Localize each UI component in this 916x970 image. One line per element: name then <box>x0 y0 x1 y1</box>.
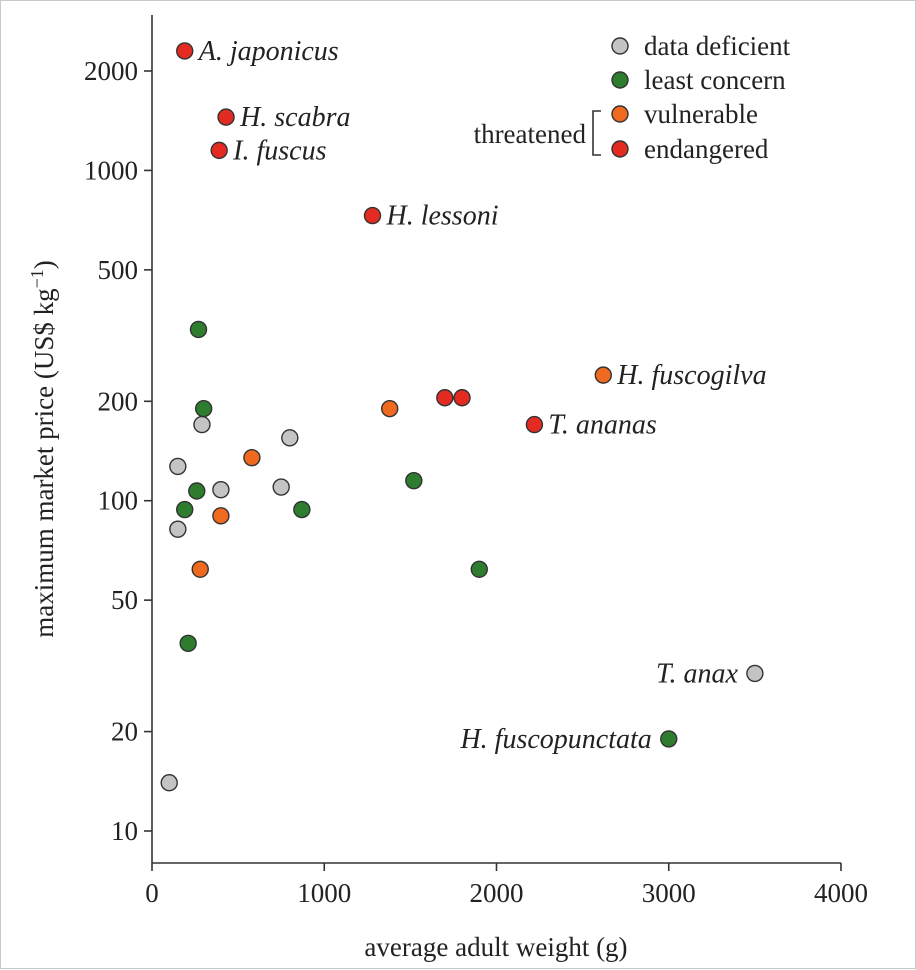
legend-marker-data-deficient <box>611 37 629 55</box>
data-point-least-concern-18 <box>179 634 197 653</box>
data-point-least-concern-h-fuscopunctata <box>660 730 678 748</box>
data-point-least-concern-20 <box>405 471 423 490</box>
annotation-h-fuscogilva: H. fuscogilva <box>616 360 766 391</box>
y-ticks: 10 20 50 100 200 500 1000 2000 <box>84 56 152 846</box>
data-point-least-concern-16 <box>188 482 206 500</box>
annotation-i-fuscus: I. fuscus <box>232 135 326 166</box>
data-point-data-deficient-22 <box>193 415 211 434</box>
data-point-least-concern-21 <box>470 560 488 578</box>
x-ticks: 0 1000 2000 3000 4000 <box>145 863 868 908</box>
legend-marker-least-concern <box>611 71 629 89</box>
data-points <box>160 42 764 792</box>
data-point-vulnerable-13 <box>191 560 209 578</box>
y-tick-label-500: 500 <box>98 255 139 285</box>
annotation-t-ananas: T. ananas <box>548 410 656 441</box>
y-tick-label-100: 100 <box>98 486 139 516</box>
y-axis-title-main: maximum market price (US$ kg <box>29 288 59 637</box>
x-tick-label-1000: 1000 <box>297 878 351 908</box>
data-point-vulnerable-h-fuscogilva <box>594 366 612 384</box>
data-point-data-deficient-23 <box>169 457 187 476</box>
y-tick-label-20: 20 <box>111 717 138 747</box>
legend-label-data-deficient: data deficient <box>644 31 791 61</box>
data-point-data-deficient-t-anax <box>746 664 764 683</box>
legend-label-least-concern: least concern <box>644 65 786 95</box>
data-point-data-deficient-27 <box>281 429 299 447</box>
annotation-h-fuscopunctata: H. fuscopunctata <box>459 724 651 755</box>
annotation-h-lessoni: H. lessoni <box>385 201 498 232</box>
data-point-data-deficient-25 <box>169 520 187 538</box>
data-point-data-deficient-24 <box>212 480 230 499</box>
annotation-h-scabra: H. scabra <box>239 102 350 133</box>
data-point-vulnerable-11 <box>243 448 261 467</box>
y-axis-title: maximum market price (US$ kg−1) <box>27 260 59 638</box>
annotation-t-anax: T. anax <box>656 658 738 689</box>
threatened-bracket <box>592 110 601 156</box>
data-point-least-concern-15 <box>194 399 213 418</box>
annotation-a-japonicus: A. japonicus <box>197 36 339 67</box>
x-tick-label-2000: 2000 <box>470 878 524 908</box>
y-tick-label-10: 10 <box>111 816 138 846</box>
x-tick-label-4000: 4000 <box>814 878 868 908</box>
x-axis-title: average adult weight (g) <box>364 932 627 962</box>
legend-marker-endangered <box>611 140 629 158</box>
data-point-endangered-h-scabra <box>217 108 235 126</box>
data-point-endangered-8 <box>436 389 454 407</box>
data-point-endangered-i-fuscus <box>210 141 228 160</box>
y-tick-label-50: 50 <box>111 585 138 615</box>
data-point-endangered-h-lessoni <box>363 206 382 225</box>
threatened-label: threatened <box>474 119 587 149</box>
x-tick-label-3000: 3000 <box>642 878 696 908</box>
legend-label-endangered: endangered <box>644 134 769 164</box>
y-tick-label-200: 200 <box>98 386 139 416</box>
y-tick-label-1000: 1000 <box>84 155 138 185</box>
data-point-endangered-9 <box>453 389 471 407</box>
y-tick-label-2000: 2000 <box>84 56 138 86</box>
data-point-endangered-a-japonicus <box>176 42 194 60</box>
legend: data deficient least concern vulnerable … <box>474 31 791 164</box>
x-tick-label-0: 0 <box>145 878 159 908</box>
data-point-endangered-t-ananas <box>525 415 544 434</box>
legend-label-vulnerable: vulnerable <box>644 99 758 129</box>
data-point-least-concern-17 <box>176 500 194 519</box>
data-point-least-concern-14 <box>189 320 208 339</box>
legend-marker-vulnerable <box>611 105 629 123</box>
data-point-data-deficient-28 <box>160 774 178 792</box>
data-point-least-concern-19 <box>293 500 311 519</box>
data-point-data-deficient-26 <box>272 478 290 496</box>
data-point-vulnerable-12 <box>212 507 230 525</box>
y-axis-title-close: ) <box>29 260 59 269</box>
y-axis-title-exponent: −1 <box>27 269 47 288</box>
data-point-vulnerable-10 <box>381 399 399 418</box>
